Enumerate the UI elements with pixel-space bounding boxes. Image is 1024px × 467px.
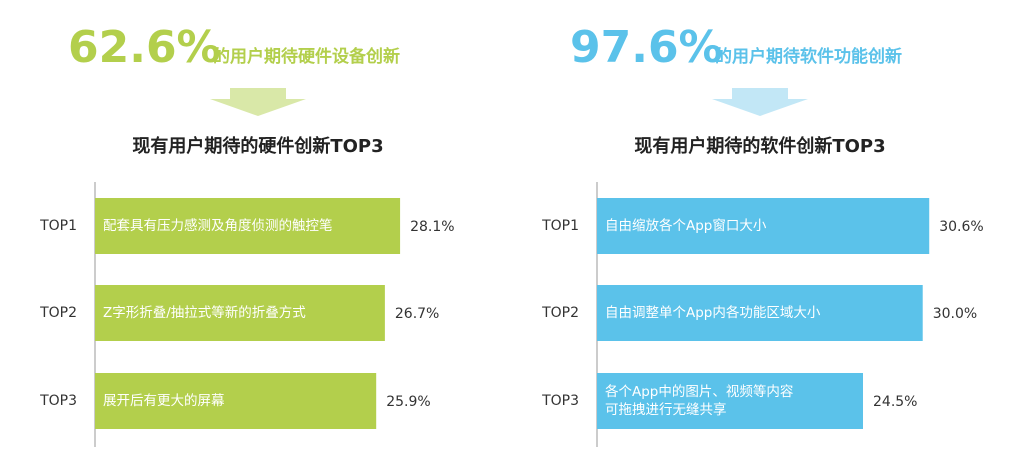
bar-label: 配套具有压力感测及角度侦测的触控笔 (103, 217, 333, 234)
value-label: 30.6% (939, 219, 983, 235)
bar-label-line: 自由调整单个App内各功能区域大小 (605, 305, 821, 321)
value-label: 30.0% (933, 306, 977, 322)
arrow (210, 88, 306, 116)
headline-value: 62.6% (68, 22, 221, 73)
value-label: 26.7% (395, 306, 439, 322)
bar (95, 373, 377, 429)
category-label: TOP3 (39, 393, 77, 409)
value-label: 28.1% (410, 219, 454, 235)
category-label: TOP2 (39, 305, 77, 321)
headline-text: 的用户期待硬件设备创新 (213, 46, 400, 67)
bar-label: 各个App中的图片、视频等内容可拖拽进行无缝共享 (605, 383, 793, 418)
bar-label: 自由调整单个App内各功能区域大小 (605, 305, 821, 321)
category-label: TOP1 (39, 218, 77, 234)
bar-label: 自由缩放各个App窗口大小 (605, 217, 767, 234)
category-label: TOP2 (541, 305, 579, 321)
headline-text: 的用户期待软件功能创新 (715, 46, 902, 67)
bar-label-line: 各个App中的图片、视频等内容 (605, 383, 793, 400)
bar-label-line: 自由缩放各个App窗口大小 (605, 217, 767, 234)
value-label: 25.9% (386, 394, 430, 410)
bar (597, 198, 930, 254)
bar-label: Z字形折叠/抽拉式等新的折叠方式 (103, 304, 306, 321)
arrow (712, 88, 808, 116)
category-label: TOP1 (541, 218, 579, 234)
chart-title: 现有用户期待的软件创新TOP3 (634, 135, 885, 157)
chart-title: 现有用户期待的硬件创新TOP3 (132, 135, 383, 157)
bar-label-line: 展开后有更大的屏幕 (103, 393, 225, 409)
bar (95, 285, 385, 341)
bar (597, 285, 923, 341)
value-label: 24.5% (873, 394, 917, 410)
headline-value: 97.6% (570, 22, 723, 73)
bar (597, 373, 863, 429)
bar-label-line: 配套具有压力感测及角度侦测的触控笔 (103, 217, 333, 234)
bar-label-line: 可拖拽进行无缝共享 (605, 401, 727, 418)
category-label: TOP3 (541, 393, 579, 409)
bar-label-line: Z字形折叠/抽拉式等新的折叠方式 (103, 304, 306, 321)
bar (95, 198, 401, 254)
bar-label: 展开后有更大的屏幕 (103, 393, 225, 409)
